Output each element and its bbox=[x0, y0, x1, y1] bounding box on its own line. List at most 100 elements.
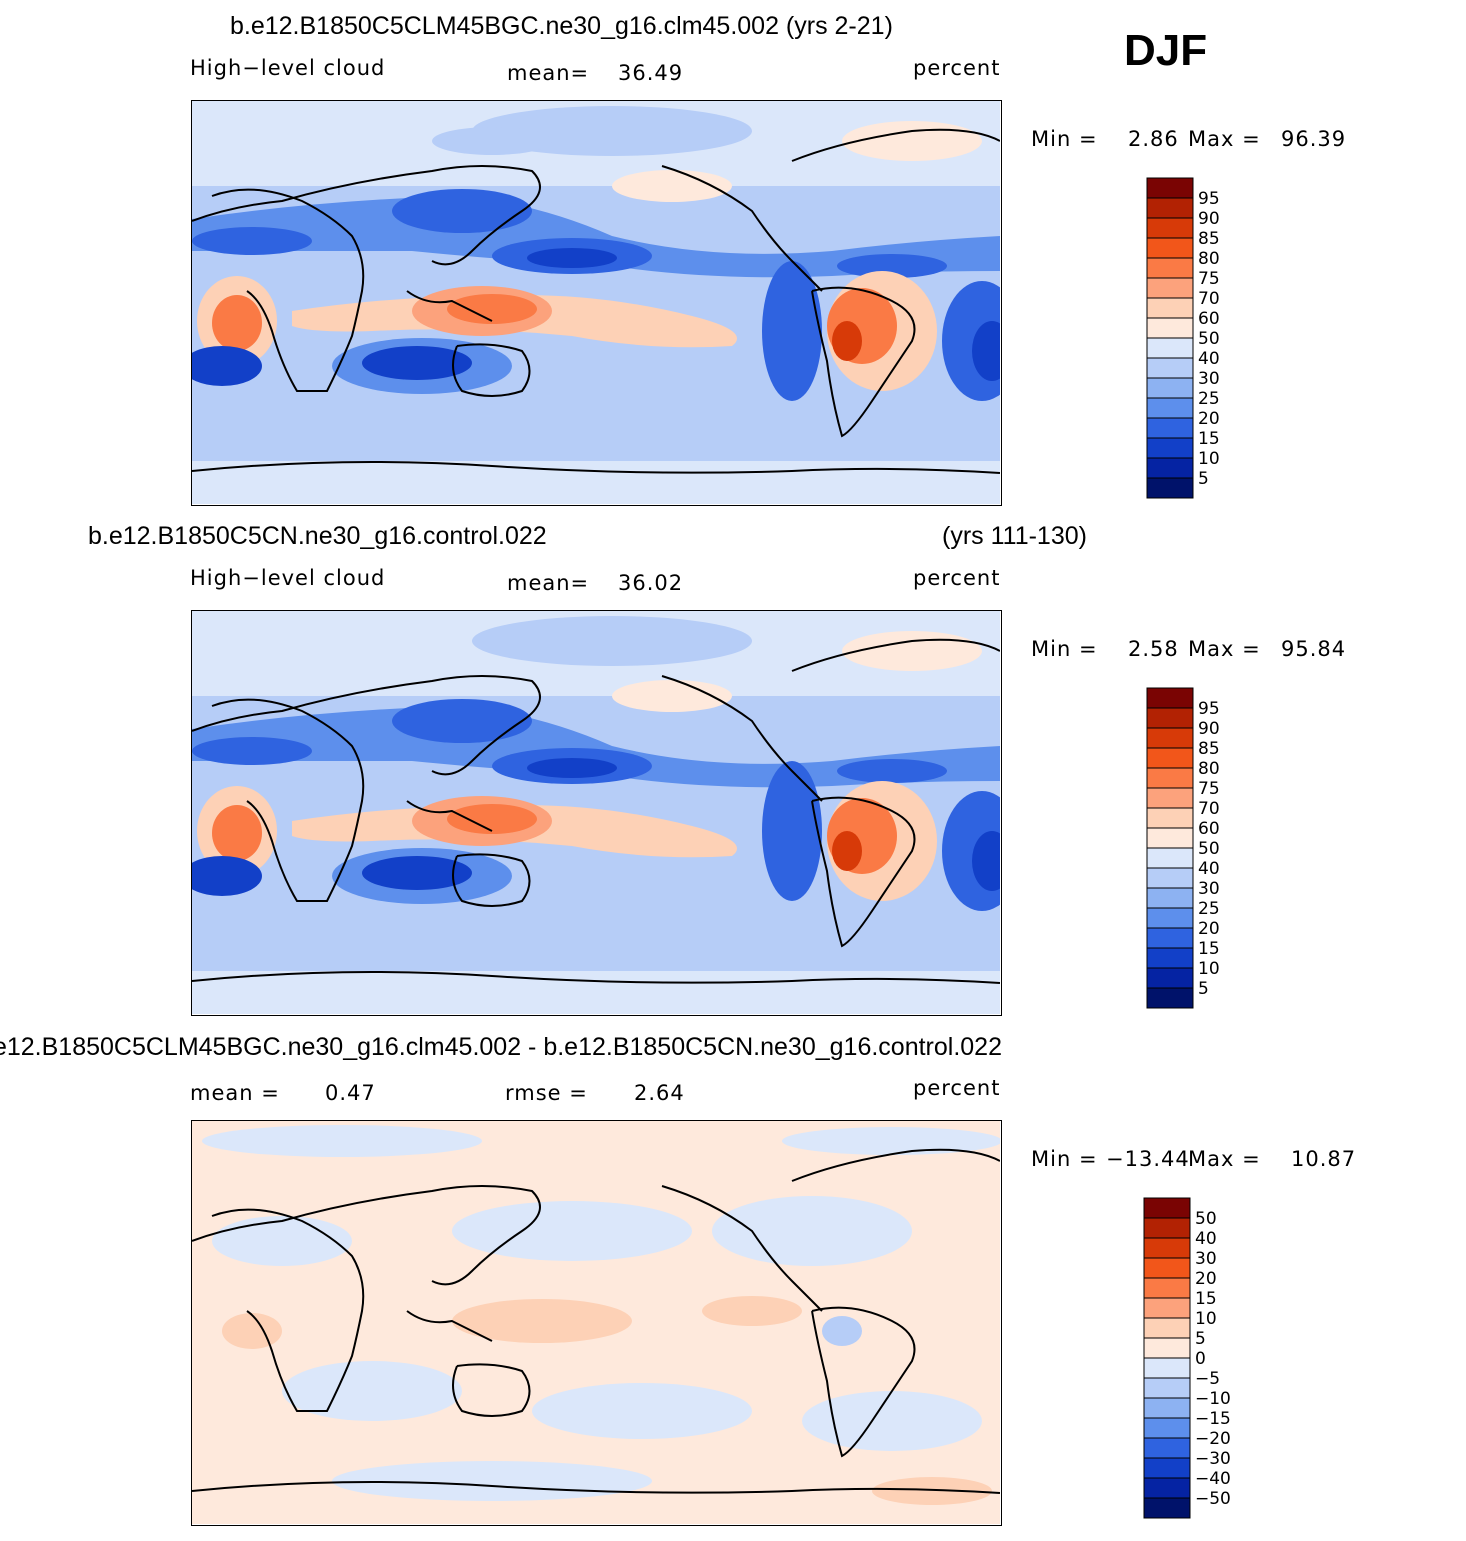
panel1-title: b.e12.B1850C5CLM45BGC.ne30_g16.clm45.002… bbox=[230, 12, 893, 40]
panel2-max-value: 95.84 bbox=[1281, 637, 1347, 661]
panel2-colorbar-label: 95 bbox=[1198, 699, 1220, 719]
panel3-mean-label: mean = bbox=[190, 1081, 280, 1105]
panel1-colorbar-box bbox=[1146, 357, 1194, 379]
panel3-colorbar-box bbox=[1143, 1457, 1191, 1479]
panel3-units: percent bbox=[913, 1076, 1001, 1100]
panel1-colorbar-label: 50 bbox=[1198, 329, 1220, 349]
panel2-colorbar-label: 70 bbox=[1198, 799, 1220, 819]
panel1-min-label: Min = bbox=[1031, 127, 1098, 151]
panel1-colorbar-box bbox=[1146, 457, 1194, 479]
panel3-colorbar-box bbox=[1143, 1497, 1191, 1519]
panel2-colorbar-label: 25 bbox=[1198, 899, 1220, 919]
panel2-colorbar-label: 90 bbox=[1198, 719, 1220, 739]
panel3-max-value: 10.87 bbox=[1291, 1147, 1357, 1171]
panel2-colorbar-box bbox=[1146, 907, 1194, 929]
panel2-colorbar-box bbox=[1146, 787, 1194, 809]
panel2-colorbar-box bbox=[1146, 927, 1194, 949]
panel1-colorbar-box bbox=[1146, 277, 1194, 299]
panel1-colorbar-box bbox=[1146, 257, 1194, 279]
panel3-colorbar-box bbox=[1143, 1217, 1191, 1239]
panel2-colorbar-label: 80 bbox=[1198, 759, 1220, 779]
panel1-colorbar-box bbox=[1146, 477, 1194, 499]
panel1-colorbar-label: 25 bbox=[1198, 389, 1220, 409]
panel3-mean-value: 0.47 bbox=[325, 1081, 376, 1105]
panel2-colorbar-box bbox=[1146, 887, 1194, 909]
panel1-min-value: 2.86 bbox=[1128, 127, 1179, 151]
panel1-mean-label: mean= bbox=[507, 61, 590, 85]
panel2-colorbar-box bbox=[1146, 767, 1194, 789]
panel3-colorbar-box bbox=[1143, 1197, 1191, 1219]
panel1-colorbar-label: 10 bbox=[1198, 449, 1220, 469]
panel1-variable-label: High−level cloud bbox=[190, 56, 386, 80]
panel1-colorbar-label: 75 bbox=[1198, 269, 1220, 289]
panel1-colorbar-label: 95 bbox=[1198, 189, 1220, 209]
panel3-min-value: −13.44 bbox=[1106, 1147, 1190, 1171]
panel3-map-field bbox=[192, 1121, 1000, 1524]
panel2-colorbar-label: 15 bbox=[1198, 939, 1220, 959]
panel1-colorbar-box bbox=[1146, 237, 1194, 259]
panel3-colorbar-label: 15 bbox=[1195, 1289, 1217, 1309]
panel2-mean-label: mean= bbox=[507, 571, 590, 595]
panel2-min-label: Min = bbox=[1031, 637, 1098, 661]
panel1-colorbar-box bbox=[1146, 317, 1194, 339]
panel1-colorbar-label: 85 bbox=[1198, 229, 1220, 249]
panel3-colorbar-label: 20 bbox=[1195, 1269, 1217, 1289]
panel3-colorbar-box bbox=[1143, 1377, 1191, 1399]
panel1-colorbar-box bbox=[1146, 297, 1194, 319]
panel1-colorbar-box bbox=[1146, 397, 1194, 419]
panel1-colorbar-label: 15 bbox=[1198, 429, 1220, 449]
panel2-colorbar-label: 85 bbox=[1198, 739, 1220, 759]
panel3-colorbar-label: −10 bbox=[1195, 1389, 1231, 1409]
panel1-colorbar-box bbox=[1146, 197, 1194, 219]
panel3-colorbar-label: 50 bbox=[1195, 1209, 1217, 1229]
panel3-colorbar-label: 40 bbox=[1195, 1229, 1217, 1249]
panel3-title-wrap: b.e12.B1850C5CLM45BGC.ne30_g16.clm45.002… bbox=[0, 1033, 1002, 1062]
panel2-units: percent bbox=[913, 566, 1001, 590]
panel2-min-value: 2.58 bbox=[1128, 637, 1179, 661]
panel2-colorbar-box bbox=[1146, 807, 1194, 829]
panel2-colorbar-label: 30 bbox=[1198, 879, 1220, 899]
panel3-colorbar-label: −30 bbox=[1195, 1449, 1231, 1469]
panel2-colorbar-label: 20 bbox=[1198, 919, 1220, 939]
panel2-coastlines bbox=[192, 638, 1000, 984]
panel3-colorbar-label: −20 bbox=[1195, 1429, 1231, 1449]
panel1-colorbar-box bbox=[1146, 437, 1194, 459]
panel3-colorbar-label: −50 bbox=[1195, 1489, 1231, 1509]
panel1-colorbar-label: 20 bbox=[1198, 409, 1220, 429]
panel2-colorbar-label: 5 bbox=[1198, 979, 1209, 999]
panel2-colorbar-label: 60 bbox=[1198, 819, 1220, 839]
panel2-map bbox=[191, 610, 1002, 1016]
panel3-coastlines bbox=[192, 1148, 1000, 1494]
panel3-colorbar-box bbox=[1143, 1297, 1191, 1319]
panel3-colorbar-box bbox=[1143, 1277, 1191, 1299]
panel3-colorbar-box bbox=[1143, 1237, 1191, 1259]
panel2-max-label: Max = bbox=[1188, 637, 1261, 661]
panel1-map bbox=[191, 100, 1002, 506]
panel3-colorbar-label: 30 bbox=[1195, 1249, 1217, 1269]
panel3-title: b.e12.B1850C5CLM45BGC.ne30_g16.clm45.002… bbox=[0, 1033, 1002, 1061]
panel2-map-field bbox=[192, 611, 1000, 1014]
panel3-colorbar-label: 0 bbox=[1195, 1349, 1206, 1369]
panel2-colorbar-box bbox=[1146, 867, 1194, 889]
panel1-colorbar-label: 80 bbox=[1198, 249, 1220, 269]
panel1-colorbar-box bbox=[1146, 417, 1194, 439]
panel1-coastlines bbox=[192, 128, 1000, 474]
panel1-colorbar-label: 30 bbox=[1198, 369, 1220, 389]
season-label: DJF bbox=[1124, 26, 1208, 75]
panel2-colorbar-box bbox=[1146, 827, 1194, 849]
panel1-map-field bbox=[192, 101, 1000, 504]
panel1-colorbar-box bbox=[1146, 177, 1194, 199]
panel2-colorbar-label: 75 bbox=[1198, 779, 1220, 799]
panel1-colorbar-box bbox=[1146, 377, 1194, 399]
panel1-colorbar-label: 70 bbox=[1198, 289, 1220, 309]
panel2-colorbar-box bbox=[1146, 687, 1194, 709]
panel3-colorbar: 50 40 30 20 15 10 5 0 −5 −10 −15 −20 −30 −40 −50 bbox=[1143, 1197, 1273, 1519]
panel3-colorbar-label: −40 bbox=[1195, 1469, 1231, 1489]
panel1-colorbar-label: 90 bbox=[1198, 209, 1220, 229]
panel3-colorbar-label: 10 bbox=[1195, 1309, 1217, 1329]
panel1-colorbar-label: 60 bbox=[1198, 309, 1220, 329]
panel2-colorbar-box bbox=[1146, 947, 1194, 969]
panel2-colorbar-box bbox=[1146, 727, 1194, 749]
